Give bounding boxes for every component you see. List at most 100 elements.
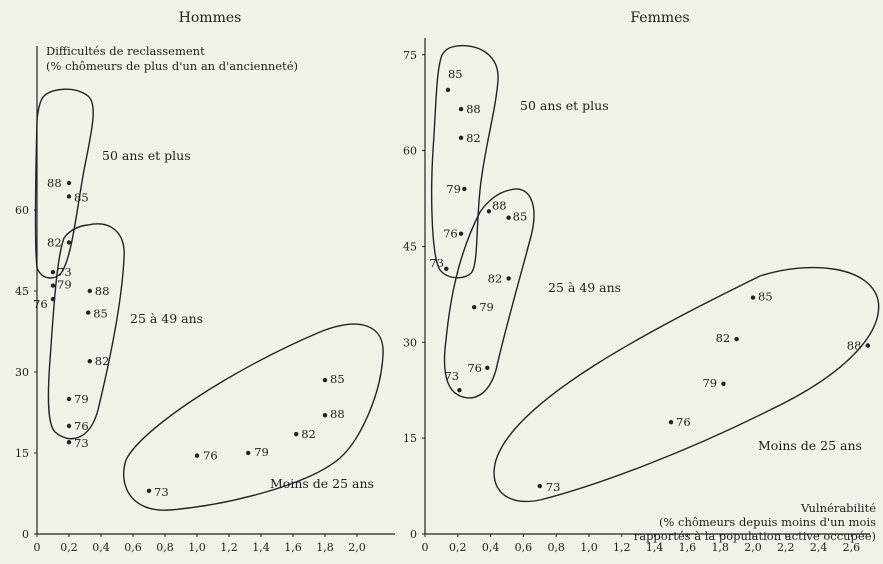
point-25-a-49-ans-76 (66, 423, 72, 429)
x-tick-label: 1,6 (284, 541, 302, 554)
point-label-50-ans-et-plus-82: 82 (47, 235, 62, 249)
point-label-moins-de-25-ans-88: 88 (330, 407, 345, 421)
point-label-50-ans-et-plus-85: 85 (74, 191, 89, 205)
point-label-50-ans-et-plus-82: 82 (466, 131, 481, 145)
point-label-25-a-49-ans-82: 82 (488, 271, 503, 285)
point-label-25-a-49-ans-76: 76 (467, 361, 482, 375)
point-label-50-ans-et-plus-79: 79 (446, 182, 461, 196)
point-label-moins-de-25-ans-82: 82 (716, 331, 731, 345)
panel-title-femmes: Femmes (630, 10, 689, 26)
y-tick-label: 15 (403, 432, 417, 445)
point-25-a-49-ans-85 (506, 215, 511, 220)
point-50-ans-et-plus-82 (458, 135, 464, 141)
y-axis-label-sub: (% chômeurs de plus d'un an d'ancienneté… (46, 59, 298, 73)
x-tick-label: 1,8 (316, 541, 334, 554)
x-tick-label: 1,0 (580, 541, 598, 554)
point-label-moins-de-25-ans-79: 79 (702, 376, 717, 390)
group-label-50-ans-et-plus: 50 ans et plus (102, 148, 191, 163)
x-tick-label: 2,0 (744, 541, 762, 554)
point-label-25-a-49-ans-88: 88 (95, 284, 110, 298)
x-tick-label: 0,4 (482, 541, 500, 554)
point-label-moins-de-25-ans-88: 88 (847, 338, 862, 352)
x-tick-label: 2,4 (810, 541, 828, 554)
point-moins-de-25-ans-88 (865, 343, 870, 348)
point-moins-de-25-ans-79 (721, 381, 726, 387)
x-tick-label: 2,0 (348, 541, 366, 554)
x-axis-label: Vulnérabilité (800, 501, 876, 515)
point-25-a-49-ans-79 (66, 396, 72, 402)
point-25-a-49-ans-88 (486, 209, 492, 214)
envelope-moins-de-25-ans (122, 323, 384, 511)
point-moins-de-25-ans-82 (734, 336, 739, 342)
point-label-50-ans-et-plus-73: 73 (57, 265, 72, 279)
point-label-moins-de-25-ans-76: 76 (676, 415, 691, 429)
point-label-moins-de-25-ans-73: 73 (154, 485, 169, 499)
point-50-ans-et-plus-82 (66, 240, 72, 245)
x-tick-label: 0 (34, 541, 41, 554)
envelope-25-a-49-ans (443, 188, 535, 399)
point-25-a-49-ans-82 (506, 276, 511, 281)
point-label-50-ans-et-plus-79: 79 (57, 278, 72, 292)
point-25-a-49-ans-79 (472, 304, 477, 310)
x-tick-label: 1,4 (252, 541, 270, 554)
x-tick-label: 1,6 (679, 541, 697, 554)
point-moins-de-25-ans-76 (668, 419, 674, 425)
point-label-moins-de-25-ans-85: 85 (330, 372, 345, 386)
y-tick-label: 75 (403, 49, 417, 62)
group-label-50-ans-et-plus: 50 ans et plus (520, 98, 609, 113)
envelope-50-ans-et-plus (431, 44, 499, 279)
panel-hommes: Hommes Difficultés de reclassement (% ch… (15, 10, 395, 554)
point-label-50-ans-et-plus-85: 85 (448, 67, 463, 81)
point-label-moins-de-25-ans-79: 79 (254, 445, 269, 459)
point-50-ans-et-plus-79 (462, 186, 467, 192)
point-label-25-a-49-ans-85: 85 (513, 210, 528, 224)
point-moins-de-25-ans-88 (322, 413, 328, 418)
point-label-25-a-49-ans-82: 82 (95, 354, 110, 368)
x-tick-label: 0,6 (124, 541, 142, 554)
x-tick-label: 0,2 (449, 541, 467, 554)
x-tick-label: 0,4 (92, 541, 110, 554)
point-25-a-49-ans-88 (87, 288, 93, 294)
x-tick-label: 1,4 (646, 541, 664, 554)
point-label-moins-de-25-ans-73: 73 (546, 480, 561, 494)
point-moins-de-25-ans-85 (750, 295, 756, 300)
point-label-25-a-49-ans-85: 85 (93, 307, 108, 321)
x-axis-label-sub-line2: rapportés à la population active occupée… (634, 529, 876, 543)
y-tick-label: 30 (15, 366, 29, 379)
y-axis-label: Difficultés de reclassement (46, 44, 205, 58)
y-tick-label: 60 (403, 145, 417, 158)
point-label-25-a-49-ans-79: 79 (74, 392, 89, 406)
point-25-a-49-ans-76 (485, 365, 490, 371)
envelope-25-a-49-ans (47, 223, 125, 440)
point-moins-de-25-ans-76 (194, 453, 200, 458)
point-label-50-ans-et-plus-76: 76 (443, 227, 458, 241)
y-tick-label: 45 (15, 285, 29, 298)
y-tick-label: 0 (22, 528, 29, 541)
point-25-a-49-ans-85 (86, 310, 91, 315)
point-50-ans-et-plus-85 (66, 194, 72, 199)
panel-title-hommes: Hommes (179, 10, 242, 26)
envelope-moins-de-25-ans (493, 266, 880, 503)
point-50-ans-et-plus-79 (50, 283, 56, 288)
x-tick-label: 1,8 (711, 541, 729, 554)
x-tick-label: 0,8 (156, 541, 174, 554)
x-tick-label: 1,0 (188, 541, 206, 554)
point-25-a-49-ans-73 (457, 388, 462, 393)
point-50-ans-et-plus-85 (445, 87, 451, 93)
point-50-ans-et-plus-88 (458, 106, 464, 112)
y-tick-label: 15 (15, 447, 29, 460)
point-moins-de-25-ans-73 (146, 488, 152, 493)
point-50-ans-et-plus-76 (458, 231, 464, 236)
group-label-moins-de-25-ans: Moins de 25 ans (758, 438, 862, 453)
x-tick-label: 2,2 (777, 541, 795, 554)
point-label-25-a-49-ans-88: 88 (492, 198, 507, 212)
point-moins-de-25-ans-79 (246, 450, 251, 456)
point-label-moins-de-25-ans-85: 85 (758, 290, 773, 304)
point-50-ans-et-plus-73 (50, 269, 56, 275)
panel-femmes: Femmes Vulnérabilité (% chômeurs depuis … (403, 10, 880, 554)
point-moins-de-25-ans-82 (294, 431, 299, 437)
point-label-moins-de-25-ans-76: 76 (203, 449, 218, 463)
y-tick-label: 0 (410, 528, 417, 541)
point-label-moins-de-25-ans-82: 82 (301, 427, 316, 441)
